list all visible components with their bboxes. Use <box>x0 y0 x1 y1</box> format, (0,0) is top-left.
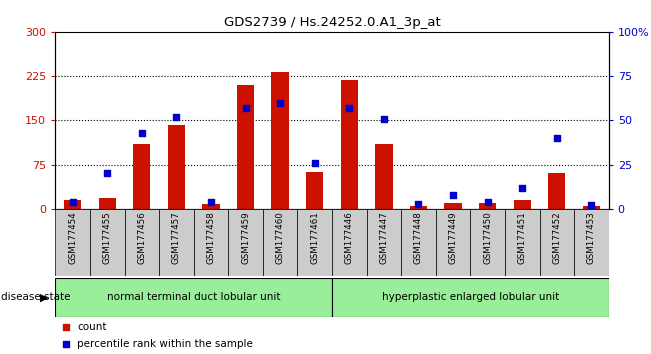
Point <box>586 202 596 208</box>
Bar <box>583 206 600 209</box>
Text: GSM177458: GSM177458 <box>206 211 215 264</box>
Bar <box>332 209 367 276</box>
Bar <box>410 206 427 209</box>
Text: ▶: ▶ <box>40 292 49 302</box>
Bar <box>340 80 358 209</box>
Point <box>206 199 216 205</box>
Text: GSM177446: GSM177446 <box>345 211 353 264</box>
Title: GDS2739 / Hs.24252.0.A1_3p_at: GDS2739 / Hs.24252.0.A1_3p_at <box>224 16 440 29</box>
Bar <box>133 144 150 209</box>
Point <box>413 201 424 206</box>
Text: percentile rank within the sample: percentile rank within the sample <box>77 339 253 349</box>
Bar <box>375 144 393 209</box>
Text: GSM177457: GSM177457 <box>172 211 181 264</box>
Text: count: count <box>77 321 107 332</box>
Bar <box>574 209 609 276</box>
Point <box>61 341 72 347</box>
Bar <box>124 209 159 276</box>
Point <box>379 116 389 121</box>
Bar <box>540 209 574 276</box>
Point <box>275 100 285 105</box>
Point <box>61 324 72 329</box>
Point <box>137 130 147 136</box>
Point <box>171 114 182 120</box>
Bar <box>505 209 540 276</box>
Bar <box>445 203 462 209</box>
Bar <box>90 209 124 276</box>
Bar <box>271 72 289 209</box>
Point <box>517 185 527 190</box>
Bar <box>263 209 298 276</box>
Bar <box>55 209 90 276</box>
Text: GSM177450: GSM177450 <box>483 211 492 264</box>
Text: normal terminal duct lobular unit: normal terminal duct lobular unit <box>107 292 281 302</box>
Bar <box>98 198 116 209</box>
Bar <box>229 209 263 276</box>
Text: GSM177449: GSM177449 <box>449 211 458 263</box>
Text: GSM177447: GSM177447 <box>380 211 389 264</box>
Bar <box>298 209 332 276</box>
Text: GSM177461: GSM177461 <box>311 211 319 264</box>
Text: GSM177451: GSM177451 <box>518 211 527 264</box>
Bar <box>194 209 229 276</box>
Bar <box>401 209 436 276</box>
Bar <box>479 203 496 209</box>
Point <box>448 192 458 198</box>
Bar <box>514 200 531 209</box>
Text: GSM177452: GSM177452 <box>552 211 561 264</box>
Text: GSM177448: GSM177448 <box>414 211 423 264</box>
Point <box>344 105 355 111</box>
Text: GSM177455: GSM177455 <box>103 211 112 264</box>
Bar <box>55 278 332 317</box>
Bar <box>159 209 194 276</box>
Point <box>102 171 113 176</box>
Bar <box>168 125 185 209</box>
Bar <box>332 278 609 317</box>
Bar <box>64 200 81 209</box>
Point <box>551 135 562 141</box>
Bar <box>202 204 219 209</box>
Bar <box>367 209 401 276</box>
Bar <box>436 209 470 276</box>
Text: hyperplastic enlarged lobular unit: hyperplastic enlarged lobular unit <box>381 292 559 302</box>
Bar <box>306 172 324 209</box>
Text: GSM177460: GSM177460 <box>275 211 284 264</box>
Point <box>240 105 251 111</box>
Text: disease state: disease state <box>1 292 70 302</box>
Text: GSM177454: GSM177454 <box>68 211 77 264</box>
Text: GSM177456: GSM177456 <box>137 211 146 264</box>
Text: GSM177459: GSM177459 <box>241 211 250 263</box>
Bar <box>237 85 254 209</box>
Text: GSM177453: GSM177453 <box>587 211 596 264</box>
Point <box>482 199 493 205</box>
Point <box>309 160 320 166</box>
Point <box>68 199 78 205</box>
Bar <box>548 173 566 209</box>
Bar <box>470 209 505 276</box>
